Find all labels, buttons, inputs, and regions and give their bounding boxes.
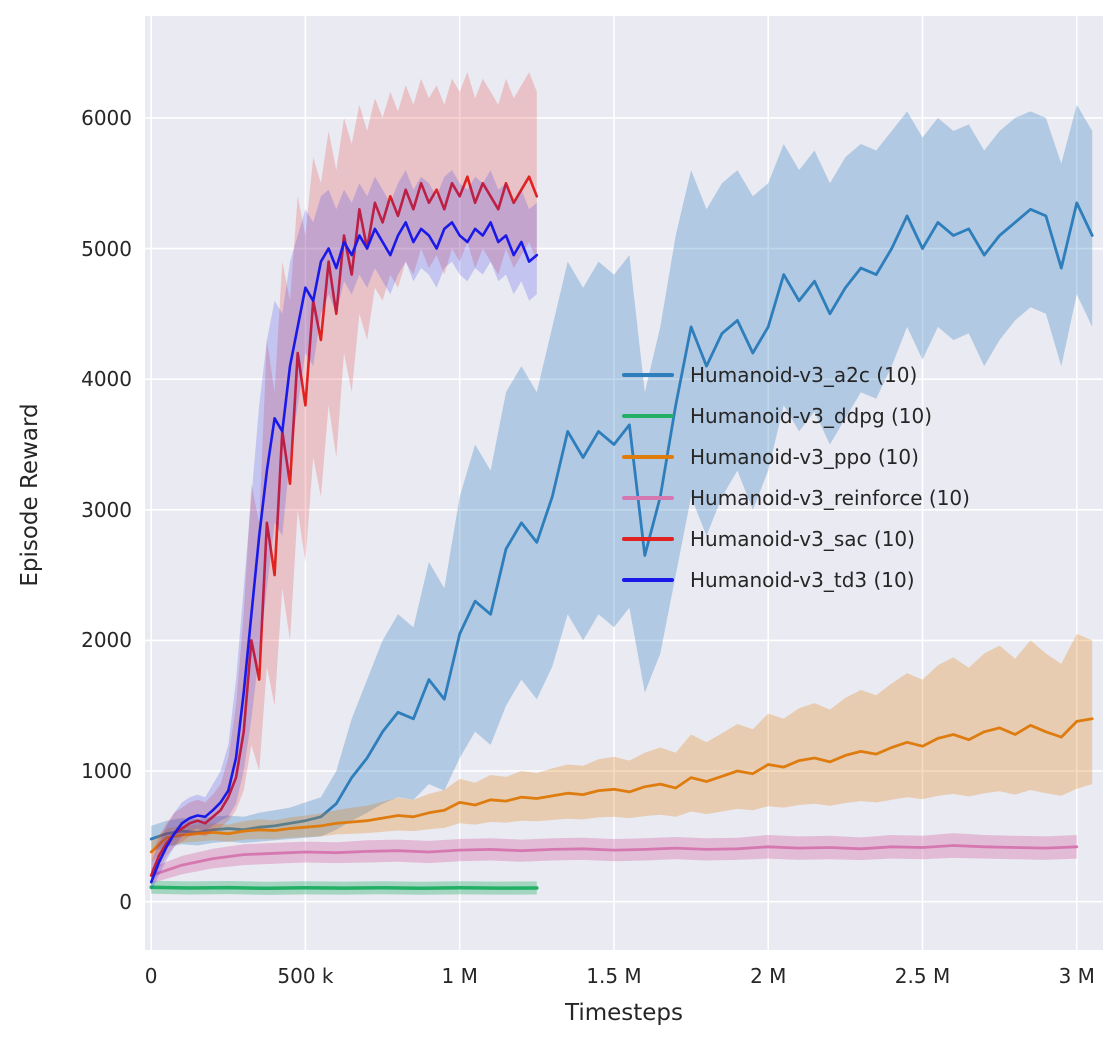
x-tick-label: 500 k	[277, 964, 334, 988]
legend-label-ppo: Humanoid-v3_ppo (10)	[690, 445, 919, 469]
legend-item-sac: Humanoid-v3_sac (10)	[622, 527, 970, 551]
legend-swatch-reinforce	[622, 496, 674, 500]
x-tick-label: 1.5 M	[586, 964, 642, 988]
x-tick-label: 3 M	[1058, 964, 1095, 988]
y-tick-label: 2000	[81, 628, 132, 653]
y-tick-label: 4000	[81, 367, 132, 392]
series-band-reinforce	[151, 833, 1077, 884]
y-tick-label: 1000	[81, 759, 132, 784]
series-band-a2c	[151, 104, 1093, 853]
legend-label-a2c: Humanoid-v3_a2c (10)	[690, 363, 918, 387]
legend-swatch-ppo	[622, 455, 674, 459]
legend-label-sac: Humanoid-v3_sac (10)	[690, 527, 915, 551]
series-band-ppo	[151, 633, 1093, 863]
legend-label-ddpg: Humanoid-v3_ddpg (10)	[690, 404, 933, 428]
legend: Humanoid-v3_a2c (10) Humanoid-v3_ddpg (1…	[622, 363, 970, 592]
series-line-ddpg	[149, 885, 539, 891]
y-tick-label: 5000	[81, 236, 132, 261]
legend-item-reinforce: Humanoid-v3_reinforce (10)	[622, 486, 970, 510]
legend-swatch-sac	[622, 537, 674, 541]
legend-swatch-a2c	[622, 373, 674, 377]
legend-swatch-ddpg	[622, 414, 674, 418]
x-axis-label: Timesteps	[564, 1000, 684, 1026]
x-tick-label: 1 M	[441, 964, 478, 988]
legend-item-ddpg: Humanoid-v3_ddpg (10)	[622, 404, 970, 428]
legend-item-a2c: Humanoid-v3_a2c (10)	[622, 363, 970, 387]
legend-swatch-td3	[622, 578, 674, 582]
x-tick-label: 0	[144, 964, 158, 988]
series-band-td3	[151, 170, 537, 892]
x-tick-label: 2 M	[750, 964, 787, 988]
series-line-sac	[149, 175, 539, 877]
legend-label-reinforce: Humanoid-v3_reinforce (10)	[690, 486, 970, 510]
series-line-td3	[149, 221, 539, 884]
y-tick-label: 6000	[81, 105, 132, 130]
y-axis-label: Episode Reward	[17, 403, 43, 587]
legend-item-ppo: Humanoid-v3_ppo (10)	[622, 445, 970, 469]
legend-item-td3: Humanoid-v3_td3 (10)	[622, 568, 970, 592]
series-line-ppo	[149, 717, 1094, 854]
y-tick-label: 3000	[81, 497, 132, 522]
series-line-a2c	[149, 201, 1094, 841]
x-tick-label: 2.5 M	[894, 964, 951, 988]
series-line-reinforce	[149, 844, 1079, 877]
y-tick-label: 0	[119, 889, 132, 914]
legend-label-td3: Humanoid-v3_td3 (10)	[690, 568, 915, 592]
